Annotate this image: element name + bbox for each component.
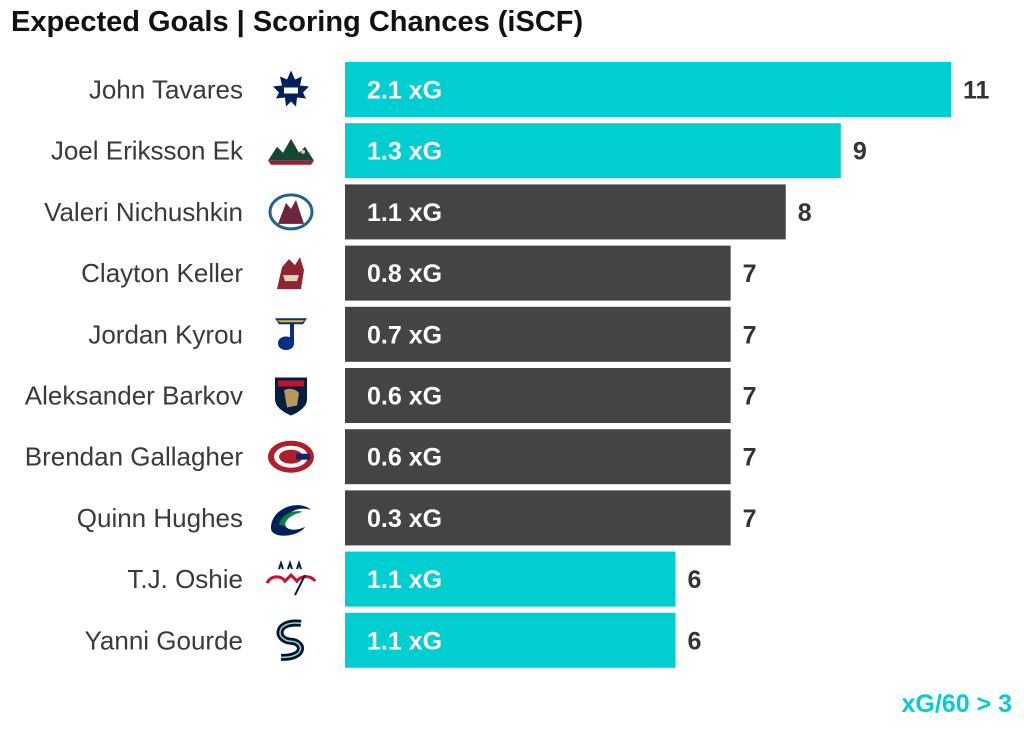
bar [345, 245, 731, 301]
bar [345, 123, 841, 179]
bar-value-label: 7 [743, 444, 757, 472]
bar-xg-label: 1.1 xG [367, 566, 442, 594]
bar-value-label: 7 [743, 260, 757, 288]
threshold-note: xG/60 > 3 [901, 690, 1013, 718]
colorado-avalanche-logo-icon [268, 193, 314, 231]
bar-xg-label: 1.3 xG [367, 138, 442, 166]
florida-panthers-logo-icon [275, 377, 307, 416]
bar [345, 368, 731, 423]
bar-xg-label: 1.1 xG [367, 627, 442, 655]
vancouver-canucks-logo-icon [271, 505, 311, 536]
player-label: Yanni Gourde [84, 625, 243, 655]
arizona-coyotes-logo-icon [277, 257, 304, 290]
bar [345, 306, 731, 362]
bar-xg-label: 0.6 xG [367, 444, 442, 472]
bar-value-label: 6 [688, 566, 702, 594]
bar [345, 490, 731, 546]
chart-title: Expected Goals | Scoring Chances (iSCF) [11, 6, 584, 38]
seattle-kraken-logo-icon [276, 619, 304, 661]
montreal-canadiens-logo-icon [268, 440, 314, 473]
bar [345, 429, 731, 485]
player-label: Aleksander Barkov [25, 381, 243, 411]
bar-xg-label: 0.8 xG [367, 260, 442, 288]
bar-xg-label: 0.7 xG [367, 321, 442, 349]
bar-value-label: 7 [743, 321, 757, 349]
player-label: Joel Eriksson Ek [51, 136, 244, 166]
bar-xg-label: 1.1 xG [367, 199, 442, 227]
player-label: T.J. Oshie [127, 564, 243, 594]
minnesota-wild-logo-icon [268, 138, 314, 165]
player-label: Jordan Kyrou [88, 319, 243, 349]
bar-value-label: 6 [688, 627, 702, 655]
toronto-maple-leafs-logo-icon [273, 70, 309, 107]
bars: John Tavares 2.1 xG 11 Joel Eriksson Ek 1.3 … [25, 62, 990, 668]
bar-value-label: 9 [853, 138, 867, 166]
player-label: Clayton Keller [81, 258, 243, 288]
bar [345, 551, 676, 607]
bar-value-label: 8 [798, 199, 812, 227]
player-label: Brendan Gallagher [25, 442, 244, 472]
bar-value-label: 7 [743, 505, 757, 533]
player-label: Valeri Nichushkin [44, 197, 243, 227]
team-logos [265, 70, 317, 661]
bar-value-label: 7 [743, 383, 757, 411]
bar [345, 612, 676, 668]
bar-xg-label: 0.3 xG [367, 505, 442, 533]
player-label: John Tavares [89, 75, 243, 105]
washington-capitals-logo-icon [265, 559, 317, 596]
player-label: Quinn Hughes [77, 503, 243, 533]
bar [345, 62, 951, 117]
bar [345, 184, 786, 240]
bar-xg-label: 0.6 xG [367, 383, 442, 411]
bar-xg-label: 2.1 xG [367, 77, 442, 105]
bar-value-label: 11 [963, 77, 990, 105]
st-louis-blues-logo-icon [275, 318, 307, 351]
